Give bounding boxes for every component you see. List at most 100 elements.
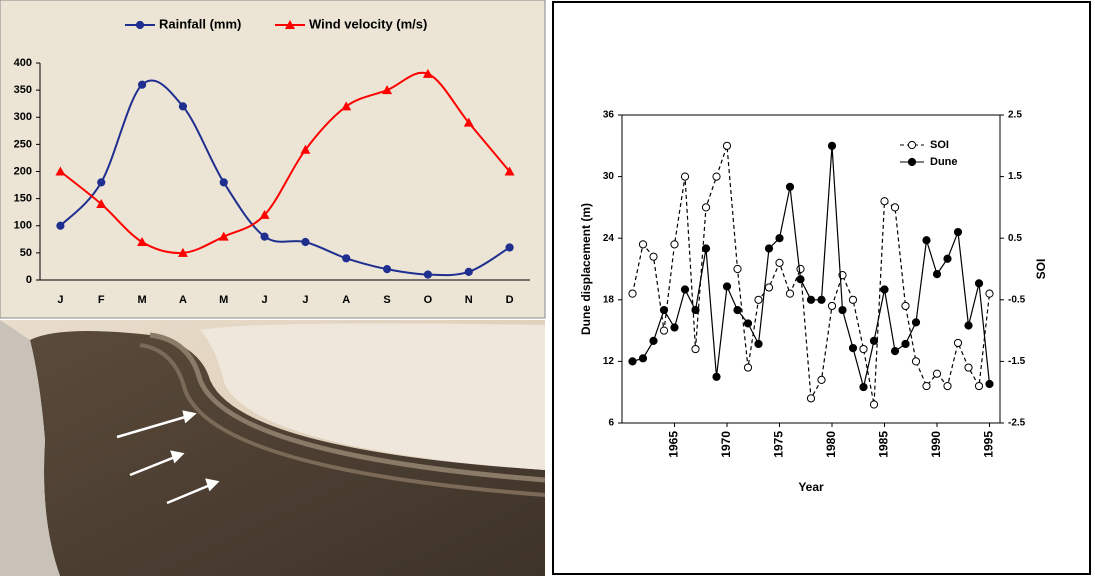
x-tick-label: J xyxy=(302,294,308,306)
x-tick-label: M xyxy=(219,294,228,306)
marker xyxy=(817,295,826,304)
y-tick-label: 12 xyxy=(603,356,615,367)
marker xyxy=(974,279,984,288)
marker xyxy=(985,379,994,389)
y-tick-label: 100 xyxy=(14,220,32,232)
y-tick-label: 200 xyxy=(14,165,32,177)
marker xyxy=(964,363,973,372)
x-tick-label: F xyxy=(98,294,105,306)
marker xyxy=(342,254,351,263)
marker xyxy=(638,240,648,249)
marker xyxy=(922,381,931,391)
marker xyxy=(712,372,721,381)
y-tick-label: 6 xyxy=(608,418,614,429)
marker xyxy=(743,319,753,328)
marker xyxy=(691,305,700,315)
marker xyxy=(733,264,742,274)
marker xyxy=(890,347,900,356)
marker xyxy=(218,231,229,241)
legend-label: SOI xyxy=(930,139,949,151)
marker xyxy=(341,101,352,111)
marker xyxy=(764,244,774,253)
marker xyxy=(177,247,188,257)
marker xyxy=(135,20,145,30)
marker xyxy=(796,264,805,274)
y-tick-label: 30 xyxy=(603,171,615,182)
marker xyxy=(680,172,690,181)
marker xyxy=(827,141,837,150)
y-tick-label: 18 xyxy=(603,294,615,305)
marker xyxy=(178,102,188,111)
y2-tick-label: -0.5 xyxy=(1008,294,1026,305)
x-tick-label: 1980 xyxy=(824,431,838,458)
marker xyxy=(907,140,917,150)
marker xyxy=(301,237,310,247)
marker xyxy=(423,270,433,279)
marker xyxy=(259,209,270,219)
x-tick-label: J xyxy=(57,294,63,306)
legend-label: Wind velocity (m/s) xyxy=(309,16,427,31)
marker xyxy=(764,283,774,292)
marker xyxy=(422,68,433,78)
x-tick-label: M xyxy=(137,294,146,306)
marker xyxy=(670,240,679,249)
marker xyxy=(974,381,984,391)
marker xyxy=(922,236,931,245)
x-tick-label: A xyxy=(179,294,187,306)
x-tick-label: N xyxy=(465,294,473,306)
marker xyxy=(670,323,679,332)
x-tick-label: 1975 xyxy=(772,431,786,458)
x-tick-label: 1985 xyxy=(877,431,891,458)
marker xyxy=(901,339,910,349)
marker xyxy=(869,400,879,409)
marker xyxy=(680,285,690,294)
y2-tick-label: -1.5 xyxy=(1008,356,1026,367)
marker xyxy=(859,344,868,354)
marker xyxy=(911,357,921,366)
marker xyxy=(701,244,711,253)
marker xyxy=(838,305,847,315)
marker xyxy=(55,166,66,176)
marker xyxy=(754,339,763,349)
x-tick-label: 1995 xyxy=(982,431,996,458)
x-tick-label: A xyxy=(342,294,350,306)
marker xyxy=(712,172,721,181)
marker xyxy=(848,295,858,304)
marker xyxy=(659,305,669,315)
plot-frame xyxy=(621,114,1001,424)
marker xyxy=(806,295,816,304)
marker xyxy=(649,252,658,261)
y2-axis-label: SOI xyxy=(1034,259,1048,280)
marker xyxy=(638,354,648,363)
marker xyxy=(901,301,910,311)
marker xyxy=(907,157,917,167)
marker xyxy=(722,282,732,291)
marker xyxy=(701,203,711,212)
y-tick-label: 24 xyxy=(603,233,615,244)
marker xyxy=(463,117,474,127)
y-tick-label: 50 xyxy=(20,247,32,259)
y-tick-label: 0 xyxy=(26,274,32,286)
marker xyxy=(219,178,228,187)
marker xyxy=(733,305,742,315)
marker xyxy=(775,258,784,267)
marker xyxy=(848,343,858,353)
marker xyxy=(796,275,805,284)
marker xyxy=(880,197,889,206)
marker xyxy=(869,336,879,345)
marker xyxy=(859,382,868,392)
y-axis-label: Dune displacement (m) xyxy=(579,203,593,335)
marker xyxy=(943,254,952,263)
marker xyxy=(890,203,900,212)
marker xyxy=(964,321,973,330)
marker xyxy=(260,232,269,241)
marker xyxy=(775,234,784,243)
chart-panel xyxy=(0,0,546,319)
marker xyxy=(285,20,295,29)
y2-tick-label: -2.5 xyxy=(1008,418,1026,429)
x-tick-label: 1965 xyxy=(667,431,681,458)
x-tick-label: J xyxy=(262,294,268,306)
x-axis-label: Year xyxy=(798,480,824,494)
marker xyxy=(96,199,107,209)
